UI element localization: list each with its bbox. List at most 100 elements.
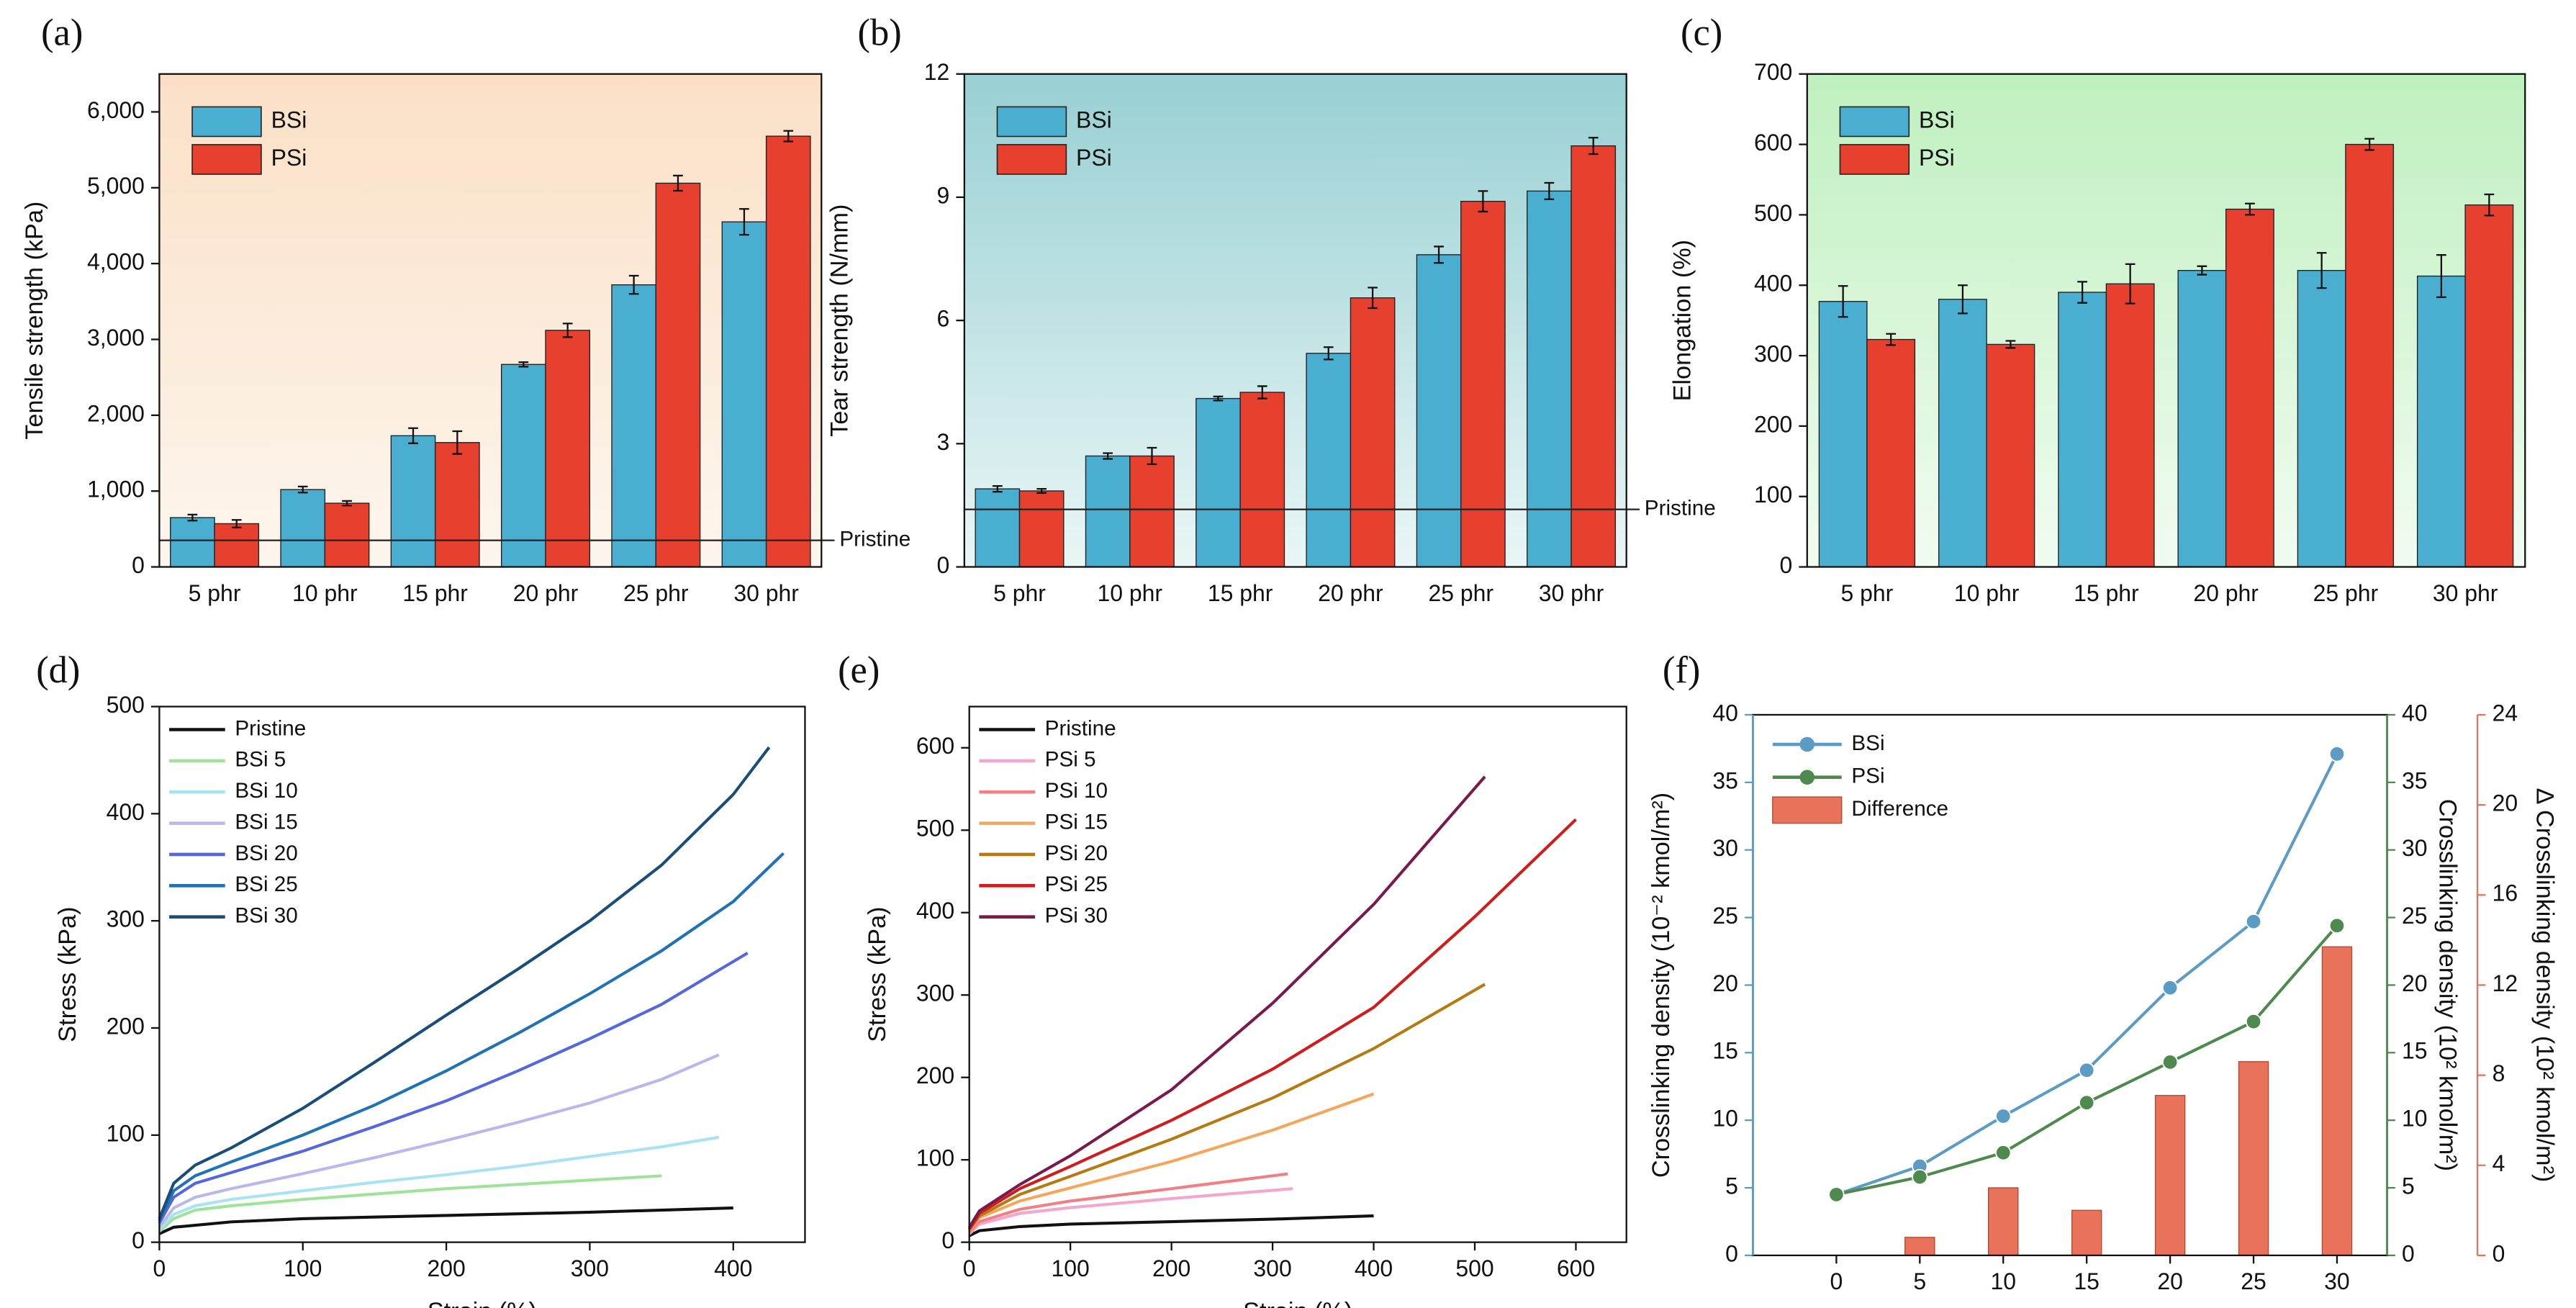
error-bar — [1368, 287, 1378, 310]
error-bar — [408, 427, 418, 444]
bar — [1306, 353, 1352, 568]
y-tick-label: 100 — [916, 1145, 954, 1171]
y-tick-label: 25 — [1712, 903, 1738, 929]
plot-background — [1753, 714, 2387, 1255]
legend-label: BSi 10 — [235, 779, 297, 803]
point — [2245, 1013, 2262, 1030]
error-bar — [1323, 346, 1334, 361]
error-bar — [1257, 385, 1267, 400]
series-line — [158, 852, 785, 1222]
x-tick-label: 10 phr — [1098, 580, 1163, 606]
error-bar — [1544, 181, 1555, 200]
x-tick-label: 10 — [1990, 1268, 2016, 1294]
legend-marker — [1799, 770, 1815, 785]
y-tick-label: 6,000 — [87, 97, 145, 123]
error-bar — [231, 519, 242, 528]
error-bar — [992, 484, 1003, 493]
x-tick-label: 25 — [2241, 1268, 2267, 1294]
y-tick-label: 4,000 — [87, 249, 145, 275]
legend-label: PSi — [271, 145, 307, 171]
y-tick-label: 0 — [2493, 1240, 2505, 1266]
bar — [2177, 270, 2227, 568]
error-bar — [1036, 487, 1047, 494]
y-axis-title: Stress (kPa) — [54, 906, 81, 1042]
x-tick-label: 400 — [1355, 1255, 1393, 1281]
point — [2328, 917, 2346, 934]
error-bar — [1958, 284, 1968, 315]
bar — [1938, 299, 1987, 568]
series-line — [968, 1172, 1288, 1234]
error-bar — [518, 361, 529, 368]
y-tick-label: 3 — [937, 429, 950, 455]
plot-background — [1807, 73, 2526, 567]
error-bar — [562, 323, 573, 338]
legend-label: BSi 20 — [235, 842, 297, 865]
plot-frame — [158, 73, 823, 568]
legend-marker — [1799, 736, 1815, 752]
point — [2245, 914, 2262, 930]
y-axis-title: Elongation (%) — [1669, 240, 1696, 401]
bar — [170, 517, 215, 568]
bar — [545, 330, 590, 568]
legend-label: BSi — [1076, 107, 1112, 132]
plot-frame — [968, 705, 1627, 1243]
point — [2078, 1062, 2095, 1078]
error-bar — [1838, 285, 1848, 318]
x-tick-label: 5 phr — [993, 580, 1046, 606]
error-bar — [2125, 263, 2136, 305]
legend-label: PSi — [1851, 764, 1884, 788]
y-tick-label: 0 — [937, 552, 950, 578]
y-tick-label: 100 — [107, 1120, 145, 1146]
y-tick-label: 40 — [2402, 700, 2428, 726]
y-axis-title: Tensile strength (kPa) — [21, 202, 48, 440]
legend-label: BSi 25 — [235, 872, 297, 896]
x-tick-label: 0 — [153, 1255, 166, 1281]
x-tick-label: 20 phr — [2193, 580, 2259, 606]
bar — [721, 221, 767, 568]
y-tick-label: 15 — [1712, 1038, 1738, 1064]
bar — [2416, 275, 2466, 568]
y-tick-label: 400 — [1754, 271, 1792, 297]
error-bar — [1886, 333, 1896, 346]
y-tick-label: 100 — [1754, 482, 1792, 508]
error-bar — [1434, 245, 1444, 264]
x-tick-label: 30 phr — [733, 580, 799, 606]
plot-background — [159, 706, 805, 1242]
plot-frame — [1806, 73, 2526, 568]
y-axis-title: Δ Crosslinking density (10² kmol/m²) — [2531, 788, 2558, 1183]
legend-swatch — [996, 106, 1067, 137]
error-bar — [2077, 281, 2087, 304]
error-bar — [2484, 193, 2495, 217]
x-tick-label: 500 — [1455, 1255, 1493, 1281]
bar — [1350, 297, 1396, 568]
error-bar — [2436, 254, 2446, 299]
error-bar — [2316, 252, 2327, 289]
error-bar — [2005, 340, 2016, 349]
y-tick-label: 4 — [2493, 1150, 2505, 1176]
plot-background — [964, 73, 1627, 567]
bar — [214, 523, 260, 568]
plot-frame — [963, 73, 1627, 568]
panel-label: (c) — [1681, 12, 1722, 53]
bar — [2464, 204, 2514, 568]
legend-swatch — [191, 106, 262, 137]
y-axis-title: Crosslinking density (10⁻² kmol/m²) — [1648, 793, 1675, 1178]
y-tick-label: 12 — [924, 59, 950, 85]
bar — [324, 502, 370, 568]
y-tick-label: 5 — [2402, 1173, 2415, 1199]
reference-label: Pristine — [1645, 496, 1716, 520]
error-bar — [783, 130, 794, 143]
bar — [1196, 397, 1241, 568]
y-tick-label: 1,000 — [87, 477, 145, 502]
x-tick-label: 200 — [1152, 1255, 1190, 1281]
series-line — [968, 1214, 1374, 1237]
bar — [2071, 1209, 2102, 1256]
x-tick-label: 30 phr — [1539, 580, 1604, 606]
legend-label: BSi — [1851, 731, 1884, 755]
y-tick-label: 16 — [2493, 880, 2518, 906]
x-tick-label: 20 — [2157, 1268, 2183, 1294]
point — [1828, 1186, 1845, 1203]
y-tick-label: 24 — [2493, 700, 2518, 726]
bar — [1085, 455, 1131, 568]
x-tick-label: 15 phr — [2074, 580, 2139, 606]
